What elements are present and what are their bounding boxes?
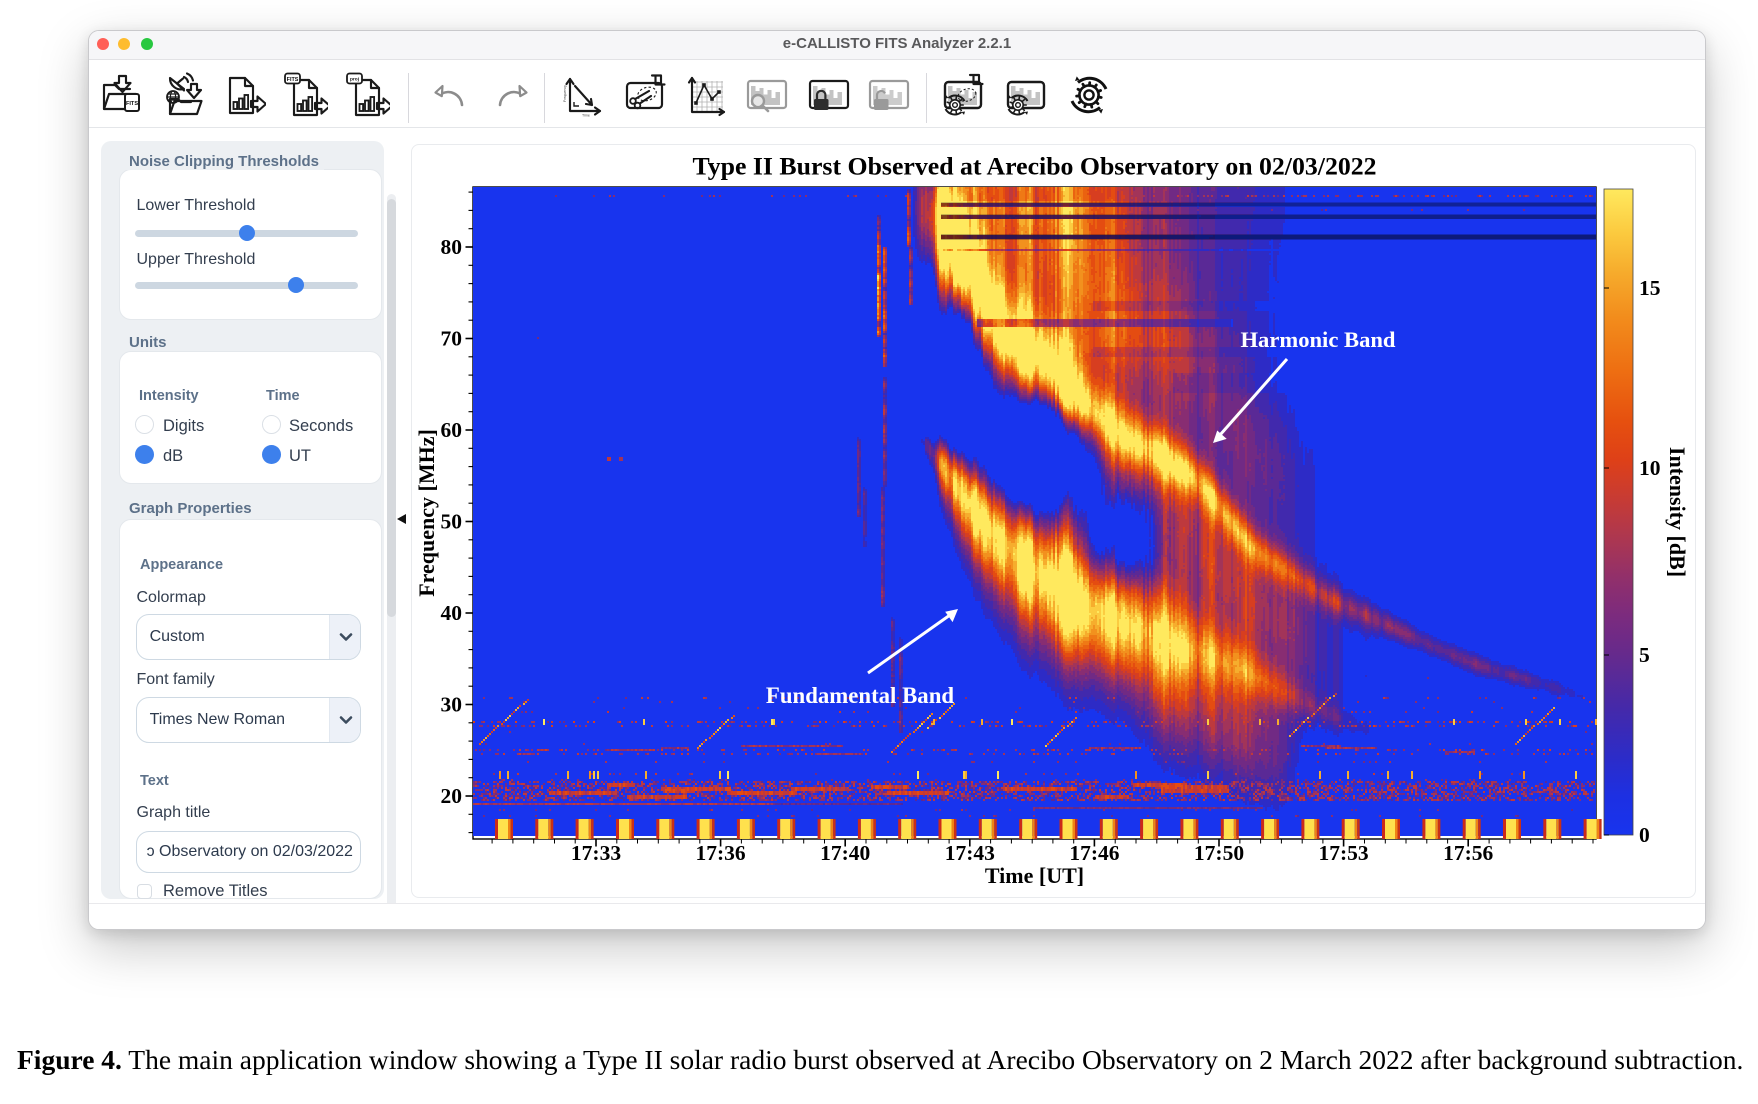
- svg-text:70: 70: [441, 327, 463, 351]
- svg-text:17:53: 17:53: [1319, 841, 1369, 865]
- svg-text:Time [UT]: Time [UT]: [985, 863, 1084, 888]
- svg-text:Frequency [MHz]: Frequency [MHz]: [414, 429, 439, 597]
- svg-text:30: 30: [441, 693, 463, 717]
- svg-text:0: 0: [1639, 823, 1650, 847]
- svg-text:50: 50: [441, 510, 463, 534]
- svg-text:10: 10: [1639, 456, 1661, 480]
- svg-text:17:33: 17:33: [571, 841, 621, 865]
- svg-text:15: 15: [1639, 276, 1661, 300]
- svg-text:17:50: 17:50: [1194, 841, 1244, 865]
- svg-text:proj: proj: [350, 77, 359, 83]
- svg-text:17:40: 17:40: [820, 841, 870, 865]
- svg-text:Intensity [dB]: Intensity [dB]: [1665, 447, 1690, 577]
- svg-text:Harmonic Band: Harmonic Band: [1240, 327, 1395, 352]
- svg-text:40: 40: [441, 601, 463, 625]
- svg-text:Type II Burst Observed at Arec: Type II Burst Observed at Arecibo Observ…: [692, 152, 1376, 181]
- svg-text:60: 60: [441, 418, 463, 442]
- svg-text:80: 80: [441, 235, 463, 259]
- svg-text:5: 5: [1639, 643, 1650, 667]
- svg-text:Frequency: Frequency: [563, 85, 567, 102]
- svg-text:Fundamental Band: Fundamental Band: [766, 683, 954, 708]
- svg-text:17:36: 17:36: [696, 841, 746, 865]
- svg-text:17:43: 17:43: [945, 841, 995, 865]
- svg-text:Time: Time: [582, 114, 590, 118]
- svg-text:20: 20: [441, 784, 463, 808]
- svg-text:FITS: FITS: [126, 101, 138, 107]
- svg-text:17:56: 17:56: [1443, 841, 1493, 865]
- svg-text:FITS: FITS: [287, 77, 299, 83]
- svg-text:17:46: 17:46: [1069, 841, 1119, 865]
